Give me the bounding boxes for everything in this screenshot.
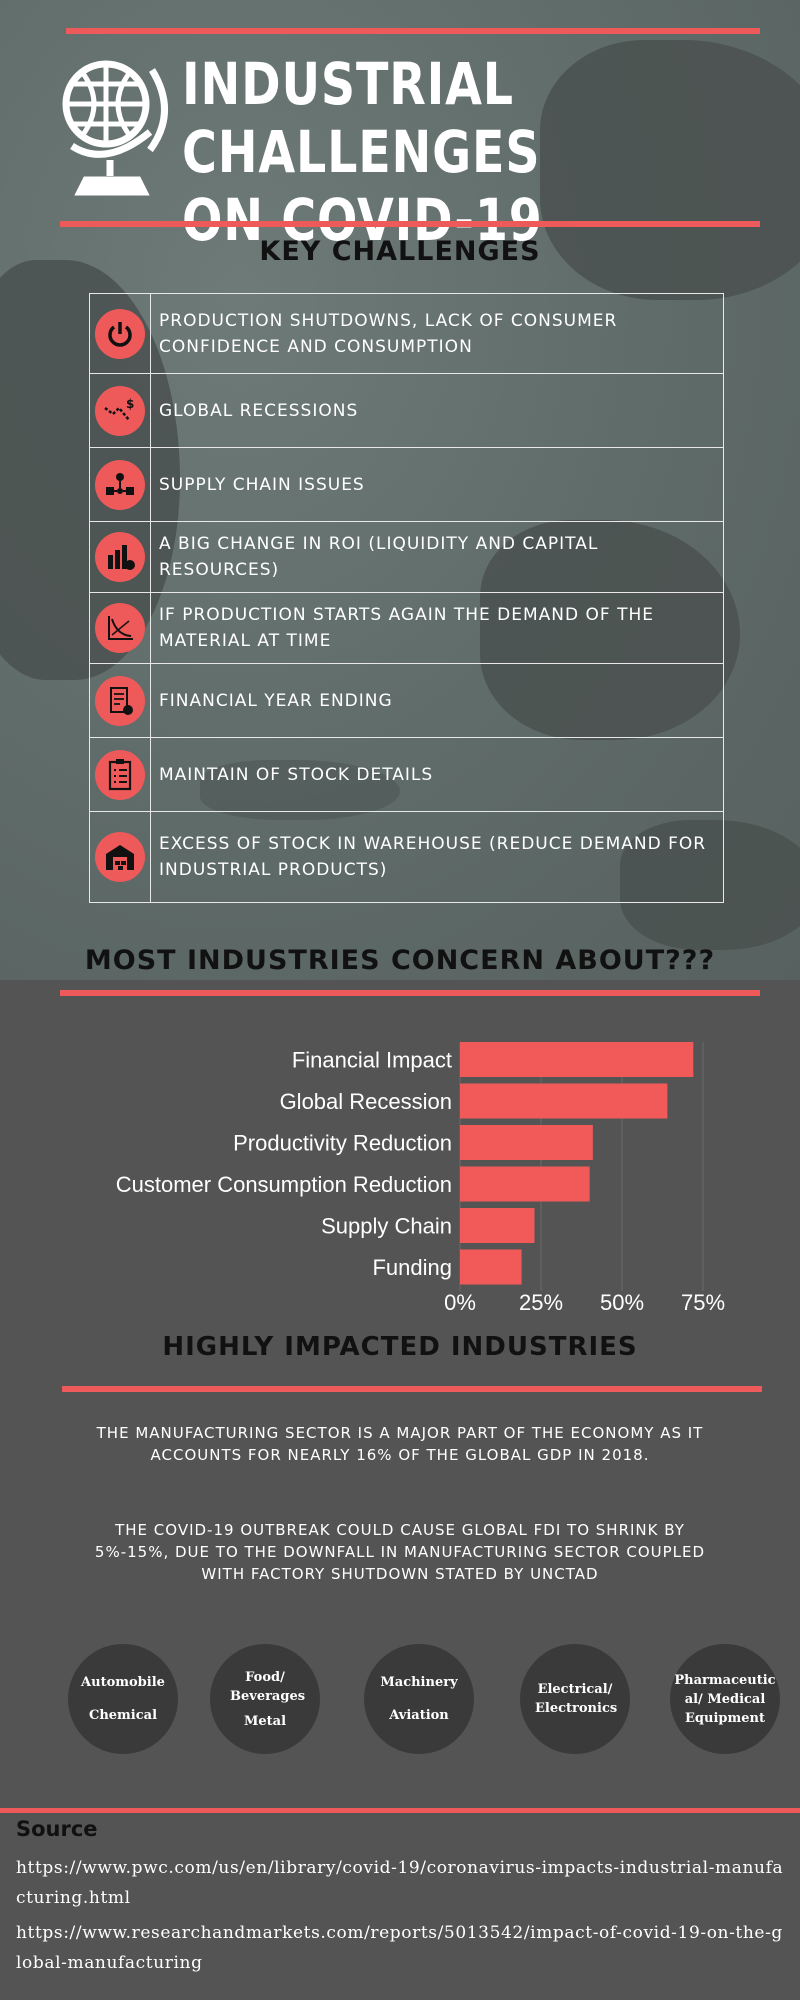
header-divider	[60, 221, 760, 227]
challenge-text: IF PRODUCTION STARTS AGAIN THE DEMAND OF…	[159, 605, 654, 651]
supply-chain-icon	[95, 459, 145, 510]
category-label: Customer Consumption Reduction	[116, 1172, 452, 1197]
concerns-divider	[60, 990, 760, 996]
challenge-row: EXCESS OF STOCK IN WAREHOUSE (REDUCE DEM…	[90, 812, 723, 902]
challenge-text: PRODUCTION SHUTDOWNS, LACK OF CONSUMER C…	[159, 310, 618, 357]
bar	[460, 1166, 590, 1202]
recession-graph-icon: $	[95, 385, 145, 436]
bar	[460, 1042, 694, 1077]
industry-circle-machinery-aviation: Machinery Aviation	[364, 1644, 474, 1754]
source-link-researchandmarkets[interactable]: https://www.researchandmarkets.com/repor…	[16, 1923, 783, 1973]
warehouse-icon	[95, 832, 145, 882]
financial-report-icon	[95, 675, 145, 726]
challenge-row: MAINTAIN OF STOCK DETAILS	[90, 738, 723, 812]
industry-label: Electrical/ Electronics	[535, 1682, 618, 1716]
manufacturing-gdp-text: THE MANUFACTURING SECTOR IS A MAJOR PART…	[96, 1424, 704, 1464]
challenge-row: $ GLOBAL RECESSIONS	[90, 374, 723, 448]
x-tick-label: 25%	[519, 1290, 563, 1315]
bar	[460, 1125, 593, 1160]
top-divider	[66, 28, 760, 34]
industry-label: Pharmaceutic al/ Medical Equipment	[674, 1672, 776, 1726]
industry-circle-pharmaceutical: Pharmaceutic al/ Medical Equipment	[670, 1644, 780, 1754]
challenge-row: A BIG CHANGE IN ROI (LIQUIDITY AND CAPIT…	[90, 522, 723, 593]
demand-curve-icon	[95, 603, 145, 653]
globe-icon	[62, 60, 168, 196]
industry-label: Automobile	[81, 1675, 165, 1690]
challenge-row: IF PRODUCTION STARTS AGAIN THE DEMAND OF…	[90, 593, 723, 664]
industry-label: Chemical	[88, 1708, 158, 1723]
page-title: INDUSTRIAL CHALLENGES ON COVID-19	[182, 50, 674, 254]
challenge-row: PRODUCTION SHUTDOWNS, LACK OF CONSUMER C…	[90, 294, 723, 374]
title-line-1: INDUSTRIAL CHALLENGES	[182, 50, 541, 186]
category-label: Financial Impact	[292, 1048, 452, 1073]
industry-label: Metal	[243, 1713, 287, 1729]
x-tick-label: 0%	[444, 1290, 476, 1315]
challenge-text: FINANCIAL YEAR ENDING	[159, 690, 393, 711]
title-line-2: ON COVID-19	[182, 186, 543, 254]
challenge-text: MAINTAIN OF STOCK DETAILS	[159, 764, 434, 785]
category-label: Supply Chain	[321, 1214, 452, 1239]
industry-circle-food-metal: Food/ Beverages Metal	[210, 1644, 320, 1754]
industry-label: Aviation	[389, 1708, 449, 1723]
industry-label: Machinery	[380, 1675, 458, 1690]
category-label: Global Recession	[280, 1089, 452, 1114]
concerns-bar-chart: 0% 25% 50% 75% Financial Impact Global Recess…	[116, 1042, 725, 1315]
category-label: Productivity Reduction	[233, 1131, 452, 1156]
source-link-pwc[interactable]: https://www.pwc.com/us/en/library/covid-…	[16, 1858, 784, 1908]
industry-circle-electrical-electronics: Electrical/ Electronics	[520, 1644, 630, 1754]
x-tick-label: 75%	[681, 1290, 725, 1315]
challenge-text: SUPPLY CHAIN ISSUES	[159, 474, 365, 495]
industries-heading: HIGHLY IMPACTED INDUSTRIES	[162, 1332, 638, 1362]
bar	[460, 1249, 522, 1285]
checklist-icon	[95, 749, 145, 800]
category-label: Funding	[372, 1255, 452, 1280]
power-icon	[95, 308, 145, 359]
key-challenges-heading: KEY CHALLENGES	[259, 236, 541, 267]
industries-divider	[62, 1386, 762, 1392]
challenge-text: EXCESS OF STOCK IN WAREHOUSE (REDUCE DEM…	[159, 834, 707, 880]
source-title: Source	[16, 1817, 98, 1841]
challenge-text: GLOBAL RECESSIONS	[159, 400, 359, 421]
x-tick-label: 50%	[600, 1290, 644, 1315]
svg-text:$: $	[126, 397, 134, 411]
bar	[460, 1083, 668, 1119]
concerns-heading: MOST INDUSTRIES CONCERN ABOUT???	[84, 945, 716, 976]
challenge-text: A BIG CHANGE IN ROI (LIQUIDITY AND CAPIT…	[159, 534, 599, 580]
source-divider	[0, 1808, 800, 1813]
industry-label: Food/ Beverages	[230, 1669, 306, 1704]
key-challenges-table: PRODUCTION SHUTDOWNS, LACK OF CONSUMER C…	[89, 293, 724, 903]
bar	[460, 1208, 535, 1243]
industry-circle-automobile-chemical: Automobile Chemical	[68, 1644, 178, 1754]
money-bags-icon	[95, 532, 145, 582]
challenge-row: FINANCIAL YEAR ENDING	[90, 664, 723, 738]
fdi-shrink-text: THE COVID-19 OUTBREAK COULD CAUSE GLOBAL…	[94, 1521, 706, 1583]
challenge-row: SUPPLY CHAIN ISSUES	[90, 448, 723, 522]
